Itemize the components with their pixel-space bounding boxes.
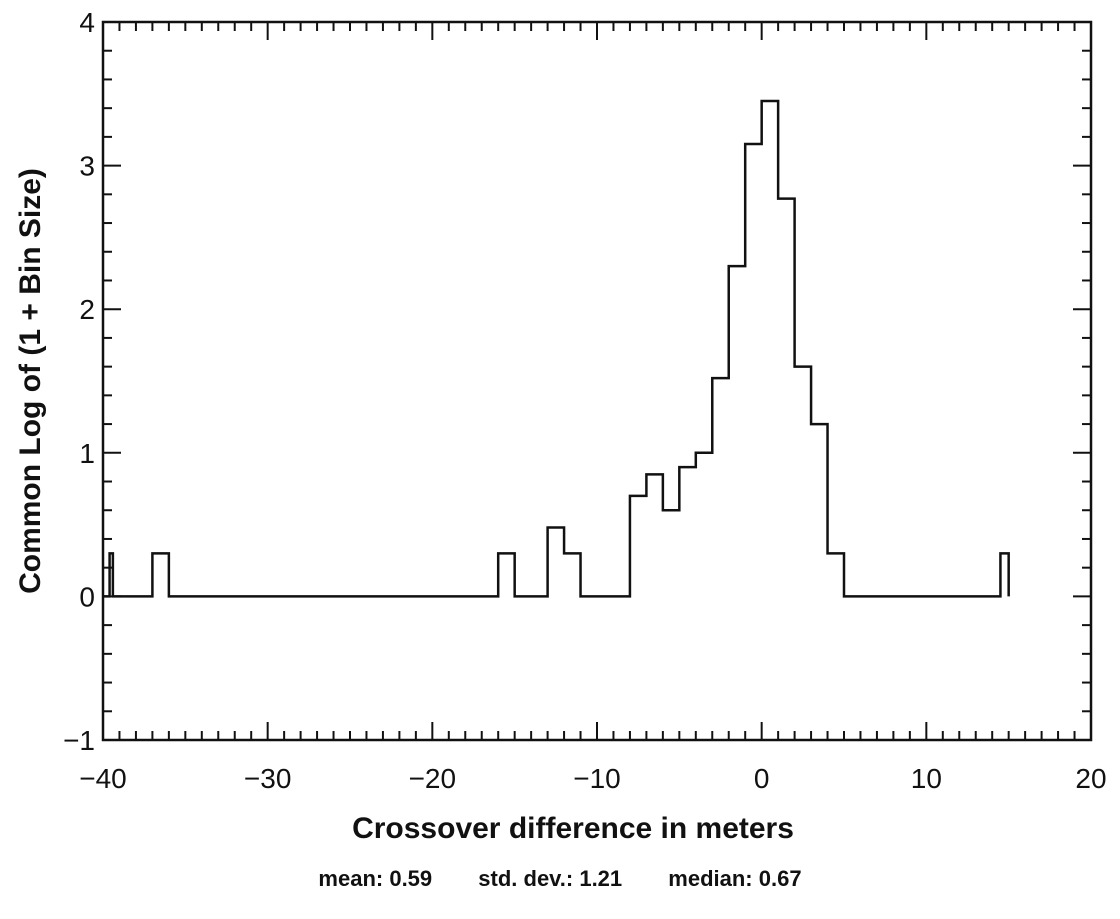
y-tick-label: 2 [79, 294, 95, 325]
x-tick-label: −30 [244, 763, 292, 794]
x-tick-label: 20 [1075, 763, 1106, 794]
x-tick-label: −20 [409, 763, 457, 794]
summary-stats: mean: 0.59 std. dev.: 1.21 median: 0.67 [0, 866, 1120, 892]
x-tick-label: 10 [911, 763, 942, 794]
y-tick-label: 4 [79, 7, 95, 38]
mean-stat: mean: 0.59 [318, 866, 433, 891]
x-axis-title: Crossover difference in meters [352, 812, 794, 845]
plot-frame [101, 20, 1093, 742]
y-tick-labels: −1 0 1 2 3 4 [63, 7, 95, 756]
x-tick-label: −10 [573, 763, 621, 794]
y-tick-label: −1 [63, 725, 95, 756]
y-axis-title: Common Log of (1 + Bin Size) [14, 168, 47, 594]
x-tick-labels: −40 −30 −20 −10 0 10 20 [79, 763, 1106, 794]
histogram-step-line [103, 99, 1010, 598]
x-tick-label: 0 [754, 763, 770, 794]
tick-marks [102, 21, 1092, 741]
x-tick-label: −40 [79, 763, 127, 794]
y-tick-label: 0 [79, 581, 95, 612]
std-dev-stat: std. dev.: 1.21 [478, 866, 623, 891]
y-tick-label: 1 [79, 438, 95, 469]
median-stat: median: 0.67 [668, 866, 802, 891]
y-tick-label: 3 [79, 151, 95, 182]
